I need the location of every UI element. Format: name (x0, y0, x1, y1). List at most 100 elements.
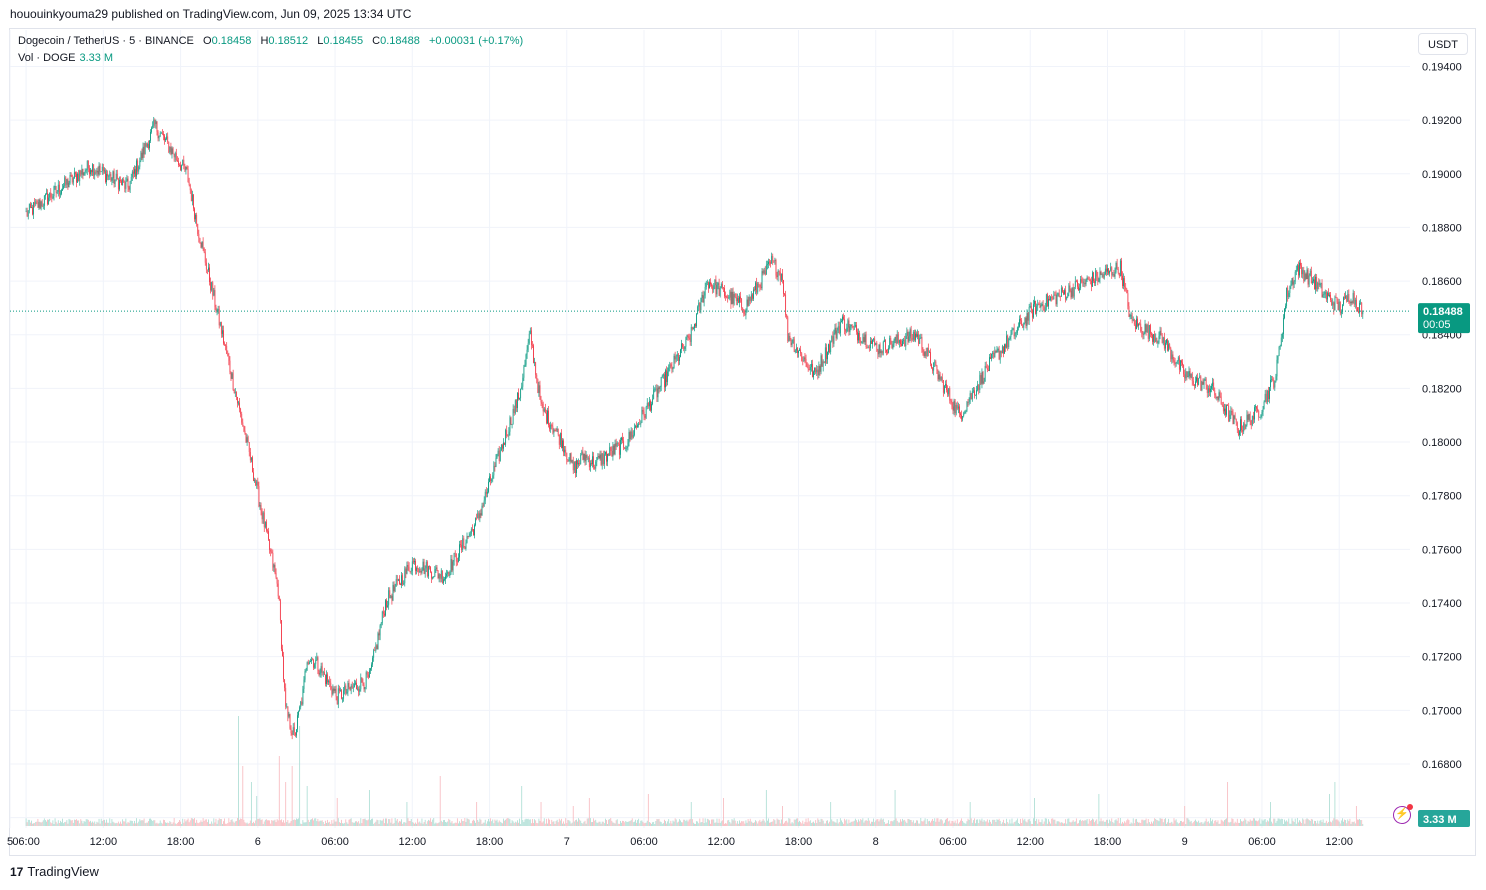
candle (314, 662, 316, 670)
volume-bar (183, 822, 185, 826)
volume-bar (174, 823, 176, 826)
volume-bar (213, 818, 215, 826)
candle (212, 280, 214, 300)
volume-bar (864, 820, 866, 826)
candle (584, 450, 586, 466)
candle (1231, 407, 1233, 416)
candle (922, 347, 924, 356)
volume-bar (800, 822, 802, 826)
candle (455, 553, 457, 567)
candle (830, 340, 832, 355)
volume-bar (541, 822, 543, 826)
candle (961, 410, 962, 422)
candle (497, 448, 499, 457)
candle (894, 336, 896, 344)
candle (935, 359, 937, 367)
candle (121, 179, 122, 186)
volume-bar (1337, 820, 1339, 826)
candle (1050, 295, 1052, 302)
candle (978, 384, 980, 395)
volume-bar (687, 821, 689, 826)
candle (1019, 315, 1020, 328)
volume-bar (810, 822, 812, 826)
volume-bar (944, 822, 945, 826)
candle (633, 423, 635, 437)
volume-bar (214, 822, 216, 826)
volume-bar (1201, 822, 1203, 826)
candle (1218, 389, 1220, 402)
volume-bar (1142, 819, 1144, 826)
candle (106, 169, 107, 186)
volume-bar (88, 821, 90, 826)
volume-bar (981, 818, 983, 826)
volume-bar (961, 818, 962, 826)
volume-bar (891, 820, 893, 826)
volume-bar (282, 822, 283, 826)
volume-bar (75, 819, 76, 826)
candle (933, 362, 935, 376)
candle (39, 197, 41, 210)
candle (355, 680, 356, 686)
volume-bar (403, 822, 405, 826)
volume-bar (1066, 823, 1068, 826)
candle (220, 321, 222, 338)
candle (981, 368, 983, 389)
candle (638, 422, 640, 428)
candle (1346, 294, 1348, 303)
candle (1265, 389, 1267, 404)
candle (94, 168, 96, 180)
candle (921, 333, 923, 353)
volume-bar (768, 818, 769, 826)
candle (1016, 326, 1018, 336)
volume-bar (131, 821, 133, 826)
volume-bar (582, 823, 584, 826)
candle (362, 678, 364, 687)
candle (1101, 272, 1103, 278)
tradingview-logo[interactable]: 17 TradingView (10, 864, 99, 879)
volume-bar (374, 822, 376, 826)
candle (1287, 285, 1289, 302)
volume-bar (963, 822, 965, 826)
volume-bar (584, 820, 586, 826)
candle (1255, 404, 1256, 412)
candle (228, 352, 230, 366)
volume-bar (427, 819, 429, 826)
volume-bar (495, 820, 497, 826)
candle (131, 169, 133, 181)
volume-bar (1010, 823, 1012, 826)
volume-bar (1260, 823, 1262, 826)
volume-bar (1033, 818, 1034, 826)
symbol-title[interactable]: Dogecoin / TetherUS · 5 · BINANCE (18, 35, 194, 47)
candle (1029, 302, 1031, 309)
volume-title[interactable]: Vol · DOGE (18, 52, 76, 64)
lightning-icon[interactable]: ⚡ (1393, 804, 1413, 824)
volume-bar (159, 820, 161, 826)
candle (738, 295, 739, 304)
candle (1201, 380, 1203, 392)
volume-bar (851, 821, 853, 826)
volume-bar (1222, 821, 1224, 826)
volume-bar (168, 822, 170, 826)
candle (418, 567, 420, 577)
volume-bar (994, 819, 996, 826)
candle (606, 450, 607, 466)
candle (439, 573, 441, 583)
candle (1104, 264, 1106, 276)
candle (454, 550, 456, 558)
currency-button[interactable]: USDT (1418, 33, 1468, 55)
candle (506, 425, 508, 439)
volume-bar (1054, 819, 1056, 826)
candle (1189, 368, 1191, 381)
volume-bar (695, 823, 696, 826)
candle (176, 156, 178, 163)
x-tick-label: 12:00 (1325, 836, 1353, 848)
candle (261, 508, 263, 524)
candle (1000, 350, 1002, 358)
volume-bar (320, 820, 322, 826)
candle (970, 392, 972, 400)
volume-bar (435, 822, 437, 826)
volume-bar (290, 820, 292, 826)
volume-bar (896, 820, 898, 826)
candle (69, 171, 71, 185)
